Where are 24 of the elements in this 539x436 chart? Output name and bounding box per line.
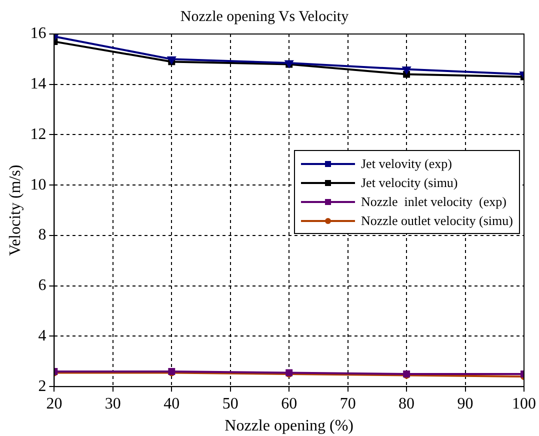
y-tick-label: 8 <box>38 226 46 244</box>
legend-label: Nozzle inlet velocity (exp) <box>361 193 506 212</box>
x-tick-label: 30 <box>104 395 121 412</box>
x-tick-label: 100 <box>512 395 536 412</box>
y-tick-label: 2 <box>38 378 46 395</box>
legend-label: Nozzle outlet velocity (simu) <box>361 212 513 230</box>
y-tick-label: 4 <box>38 327 46 344</box>
x-tick-label: 90 <box>457 395 474 412</box>
y-tick-label: 14 <box>30 76 46 93</box>
chart-title: Nozzle opening Vs Velocity <box>180 8 350 25</box>
y-axis-title: Velocity (m/s) <box>6 164 24 256</box>
y-tick-label: 12 <box>30 126 46 143</box>
legend-label: Jet velovity (exp) <box>361 155 452 174</box>
y-tick-label: 6 <box>38 277 46 294</box>
x-tick-label: 20 <box>46 395 62 412</box>
y-tick-label: 16 <box>30 25 46 42</box>
y-tick-label: 10 <box>30 176 46 194</box>
x-tick-label: 70 <box>340 395 356 412</box>
x-tick-label: 60 <box>281 395 298 412</box>
x-axis-title: Nozzle opening (%) <box>224 418 354 435</box>
legend-label: Jet velocity (simu) <box>361 174 458 192</box>
x-tick-label: 40 <box>164 395 180 412</box>
x-tick-label: 50 <box>222 395 238 412</box>
x-tick-label: 80 <box>398 395 415 412</box>
